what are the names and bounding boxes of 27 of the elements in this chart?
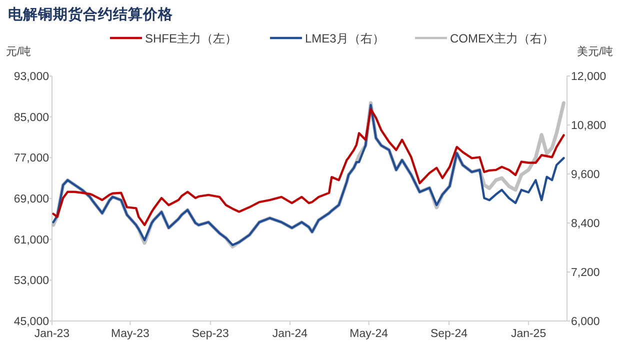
x-tick-label: May-23: [111, 328, 150, 340]
y-tick-label: 77,000: [14, 152, 49, 165]
y2-tick-label: 12,000: [571, 71, 606, 83]
y2-axis-title: 美元/吨: [576, 45, 613, 58]
x-tick-label: Sep-24: [430, 328, 468, 340]
chart-title: 电解铜期货合约结算价格: [8, 6, 174, 23]
legend-label: LME3月（右）: [305, 32, 384, 46]
line-series: [52, 108, 565, 226]
y-tick-label: 85,000: [14, 112, 49, 124]
y2-tick-label: 8,400: [571, 218, 600, 230]
y2-tick-label: 7,200: [571, 267, 600, 279]
y-axis-title: 元/吨: [6, 45, 32, 58]
y-tick-label: 45,000: [14, 316, 49, 328]
y-tick-label: 53,000: [14, 275, 49, 288]
legend-label: COMEX主力（右）: [450, 32, 554, 46]
x-tick-label: Sep-23: [192, 328, 229, 340]
legend-label: SHFE主力（左）: [145, 32, 238, 46]
y2-tick-label: 6,000: [571, 316, 600, 328]
y-tick-label: 93,000: [14, 71, 49, 83]
x-tick-label: Jan-23: [34, 328, 70, 340]
y-tick-label: 61,000: [14, 234, 49, 246]
x-tick-label: Jan-24: [272, 328, 308, 340]
y2-tick-label: 9,600: [571, 169, 600, 181]
y2-tick-label: 10,800: [571, 120, 606, 132]
x-tick-label: May-24: [350, 328, 389, 340]
x-tick-label: Jan-25: [510, 328, 546, 340]
y-tick-label: 69,000: [14, 194, 49, 206]
